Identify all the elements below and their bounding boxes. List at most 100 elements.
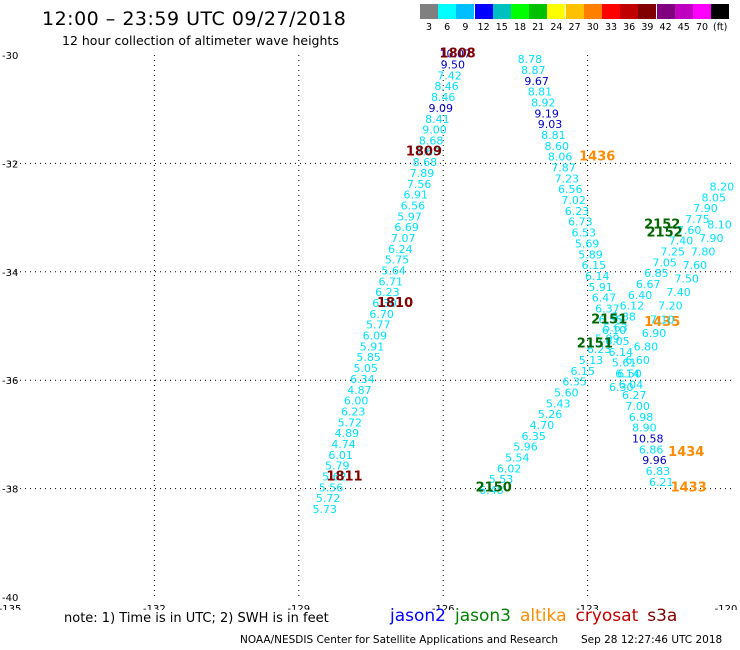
x-tick-label: -126 (432, 604, 455, 610)
scale-swatch (511, 4, 529, 19)
wave-height-label: 6.12 (620, 300, 645, 313)
scale-swatch (565, 4, 584, 19)
wave-height-label: 4.74 (331, 438, 356, 451)
wave-height-label: 6.01 (328, 449, 353, 462)
wave-height-label: 5.69 (575, 237, 600, 250)
wave-height-label: 8.06 (548, 151, 573, 164)
y-tick-label: -34 (2, 268, 18, 279)
wave-height-label: 6.73 (568, 216, 593, 229)
wave-height-label: 7.89 (410, 167, 435, 180)
wave-height-label: 5.26 (538, 408, 563, 421)
wave-height-label: 6.90 (642, 327, 667, 340)
wave-height-label: 5.54 (505, 452, 530, 465)
wave-height-label: 8.81 (528, 86, 553, 99)
hour-marker-label: 1435 (644, 315, 680, 330)
legend-item-s3a: s3a (647, 606, 678, 626)
wave-height-label: 7.60 (683, 259, 708, 272)
wave-height-label: 5.53 (489, 473, 514, 486)
chart-title: 12:00 – 23:59 UTC 09/27/2018 (42, 8, 347, 30)
hour-marker-label: 1811 (326, 469, 362, 484)
wave-height-label: 6.24 (388, 243, 413, 256)
wave-height-label: 6.21 (649, 476, 674, 489)
wave-height-label: 6.23 (565, 205, 590, 218)
wave-height-label: 9.96 (642, 454, 667, 467)
wave-height-label: 6.40 (628, 289, 653, 302)
x-tick-label: -129 (287, 604, 310, 610)
scale-label: 70 (695, 22, 709, 33)
y-tick-label: -30 (2, 51, 18, 62)
wave-height-label: 6.50 (617, 367, 642, 380)
y-tick-label: -40 (2, 593, 18, 604)
scale-swatch (529, 4, 548, 19)
hour-marker-label: 1809 (406, 144, 442, 159)
scale-label: 3 (425, 22, 433, 33)
y-tick-label: -38 (2, 485, 18, 496)
wave-height-label: 6.69 (394, 221, 419, 234)
hour-marker-label: 2151 (577, 337, 613, 352)
wave-height-label: 5.64 (381, 265, 406, 278)
hour-marker-label: 2151 (591, 312, 627, 327)
units-note: note: 1) Time is in UTC; 2) SWH is in fe… (64, 611, 329, 626)
wave-height-label: 6.98 (629, 411, 654, 424)
hour-marker-label: 1436 (579, 150, 615, 165)
wave-height-label: 8.46 (431, 91, 456, 104)
wave-height-label: 6.85 (644, 267, 669, 280)
wave-height-label: 7.05 (652, 256, 677, 269)
wave-height-label: 6.35 (521, 430, 546, 443)
wave-height-label: 5.61 (612, 357, 637, 370)
wave-height-label: 8.41 (425, 113, 450, 126)
legend-item-altika: altika (520, 606, 567, 626)
wave-height-label: 7.10 (650, 313, 675, 326)
wave-height-label: 5.72 (338, 416, 363, 429)
scale-label: 45 (677, 22, 690, 33)
scale-label: 9 (462, 22, 469, 33)
wave-height-label: 7.80 (691, 246, 716, 259)
wave-height-label: 6.71 (378, 275, 403, 288)
y-tick-label: -36 (2, 376, 18, 387)
scale-swatch (620, 4, 639, 19)
wave-height-label: 5.77 (366, 319, 391, 332)
wave-height-label: 6.09 (363, 330, 388, 343)
wave-height-label: 8.90 (632, 422, 657, 435)
wave-height-label: 7.20 (658, 300, 683, 313)
scale-label: 30 (586, 22, 599, 33)
wave-height-label: 5.79 (325, 460, 350, 473)
scale-label: 12 (477, 22, 490, 33)
scale-label: 39 (641, 22, 654, 33)
wave-height-label: 6.56 (558, 183, 583, 196)
wave-height-label: 10.07 (439, 48, 471, 61)
wave-height-label: 8.20 (710, 181, 735, 194)
wave-height-label: 5.72 (316, 492, 341, 505)
wave-height-label: 6.56 (401, 199, 426, 212)
scale-label: 15 (495, 22, 508, 33)
wave-height-label: 5.05 (353, 362, 378, 375)
wave-height-label: 5.91 (588, 281, 613, 294)
wave-height-label: 7.90 (693, 202, 718, 215)
hour-marker-label: 2152 (647, 226, 683, 241)
scale-swatch (438, 4, 457, 19)
wave-height-label: 9.00 (422, 124, 447, 137)
wave-height-label: 6.23 (375, 286, 400, 299)
wave-height-label: 8.68 (419, 134, 444, 147)
wave-height-label: 8.81 (541, 129, 566, 142)
wave-height-label: 7.56 (407, 178, 432, 191)
wave-height-label: 6.15 (582, 259, 607, 272)
scale-label: 6 (444, 22, 451, 33)
wave-height-label: 6.00 (344, 395, 369, 408)
wave-height-label: 8.92 (531, 96, 556, 109)
scale-swatch (420, 4, 438, 19)
wave-height-label: 6.70 (369, 308, 394, 321)
wave-height-label: 7.90 (699, 232, 724, 245)
wave-height-label: 6.91 (404, 189, 429, 202)
scale-swatch (638, 4, 657, 19)
wave-height-label: 8.05 (701, 191, 726, 204)
chart-subtitle: 12 hour collection of altimeter wave hei… (62, 33, 339, 48)
wave-height-label: 4.70 (530, 419, 555, 432)
wave-height-label: 6.04 (619, 378, 644, 391)
generation-timestamp: Sep 28 12:27:46 UTC 2018 (581, 634, 723, 646)
wave-height-label: 5.75 (385, 254, 410, 267)
wave-height-map: -135 -132 -129 -126 -123 -120 -30 -32 -34 -36 -38 -… (0, 47, 737, 610)
wave-height-label: 5.43 (546, 397, 571, 410)
wave-height-label: 8.46 (434, 80, 459, 93)
wave-height-label: 7.68 (416, 145, 441, 158)
